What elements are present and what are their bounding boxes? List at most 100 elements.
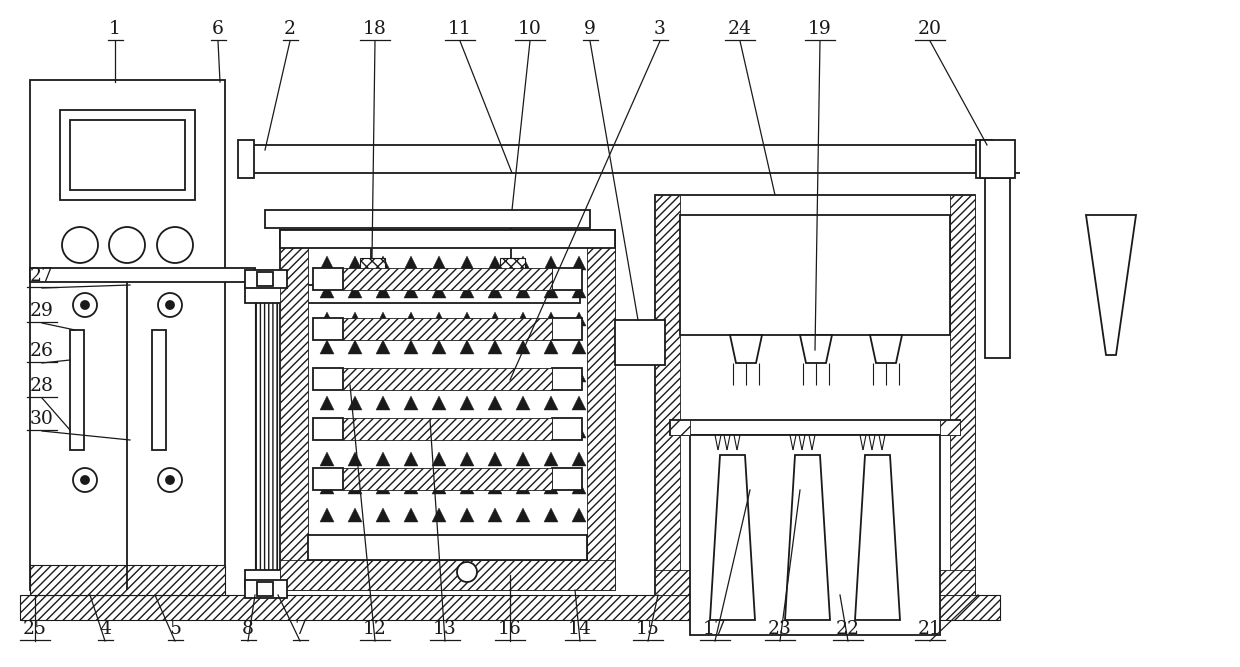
Bar — [246, 580, 286, 598]
Polygon shape — [348, 368, 362, 382]
Bar — [343, 468, 552, 490]
Bar — [976, 140, 992, 178]
Bar — [280, 230, 615, 248]
Bar — [257, 272, 273, 286]
Bar — [940, 420, 960, 435]
Polygon shape — [348, 340, 362, 354]
Polygon shape — [572, 536, 587, 550]
Polygon shape — [856, 455, 900, 620]
Polygon shape — [460, 368, 474, 382]
Text: 16: 16 — [498, 620, 522, 638]
Polygon shape — [489, 452, 502, 466]
Bar — [670, 420, 960, 435]
Polygon shape — [404, 312, 418, 326]
Polygon shape — [376, 424, 391, 438]
Circle shape — [109, 227, 145, 263]
Bar — [343, 318, 552, 340]
Bar — [950, 195, 975, 595]
Polygon shape — [432, 536, 446, 550]
Bar — [280, 560, 615, 590]
Polygon shape — [376, 340, 391, 354]
Bar — [343, 418, 552, 440]
Circle shape — [166, 476, 174, 484]
Bar — [312, 418, 343, 440]
Text: 26: 26 — [30, 342, 53, 360]
Polygon shape — [572, 368, 587, 382]
Circle shape — [157, 468, 182, 492]
Polygon shape — [348, 256, 362, 270]
Polygon shape — [460, 424, 474, 438]
Polygon shape — [460, 340, 474, 354]
Polygon shape — [404, 256, 418, 270]
Bar — [265, 210, 590, 228]
Polygon shape — [432, 312, 446, 326]
Polygon shape — [516, 452, 529, 466]
Polygon shape — [460, 536, 474, 550]
Text: 28: 28 — [30, 377, 55, 395]
Bar — [500, 258, 525, 286]
Bar — [280, 230, 615, 590]
Polygon shape — [489, 508, 502, 522]
Polygon shape — [320, 340, 334, 354]
Text: 1: 1 — [109, 20, 122, 38]
Polygon shape — [572, 284, 587, 298]
Bar — [20, 595, 999, 620]
Polygon shape — [730, 335, 763, 363]
Text: 21: 21 — [918, 620, 942, 638]
Polygon shape — [516, 368, 529, 382]
Polygon shape — [320, 452, 334, 466]
Bar — [655, 195, 975, 595]
Bar — [30, 268, 255, 282]
Text: 30: 30 — [30, 410, 53, 428]
Polygon shape — [544, 312, 558, 326]
Polygon shape — [404, 480, 418, 494]
Bar — [246, 285, 580, 303]
Bar — [343, 368, 552, 390]
Polygon shape — [572, 480, 587, 494]
Polygon shape — [376, 452, 391, 466]
Polygon shape — [711, 455, 755, 620]
Text: 13: 13 — [433, 620, 456, 638]
Text: 15: 15 — [636, 620, 660, 638]
Polygon shape — [544, 452, 558, 466]
Polygon shape — [572, 452, 587, 466]
Polygon shape — [348, 480, 362, 494]
Polygon shape — [404, 368, 418, 382]
Polygon shape — [800, 335, 832, 363]
Bar — [312, 268, 343, 290]
Polygon shape — [544, 424, 558, 438]
Polygon shape — [320, 508, 334, 522]
Text: 29: 29 — [30, 302, 53, 320]
Bar — [689, 435, 940, 635]
Text: 5: 5 — [169, 620, 181, 638]
Text: 20: 20 — [918, 20, 942, 38]
Bar — [670, 420, 689, 435]
Bar — [280, 230, 308, 590]
Bar — [312, 318, 343, 340]
Polygon shape — [432, 508, 446, 522]
Polygon shape — [460, 508, 474, 522]
Polygon shape — [320, 368, 334, 382]
Polygon shape — [404, 536, 418, 550]
Text: 17: 17 — [703, 620, 727, 638]
Bar — [312, 368, 343, 390]
Text: 6: 6 — [212, 20, 224, 38]
Text: 7: 7 — [294, 620, 306, 638]
Circle shape — [73, 468, 97, 492]
Polygon shape — [544, 256, 558, 270]
Polygon shape — [348, 284, 362, 298]
Circle shape — [62, 227, 98, 263]
Text: 24: 24 — [728, 20, 751, 38]
Polygon shape — [404, 424, 418, 438]
Bar — [60, 110, 195, 200]
Polygon shape — [489, 536, 502, 550]
Bar — [980, 140, 1016, 178]
Polygon shape — [460, 312, 474, 326]
Polygon shape — [870, 335, 901, 363]
Bar — [246, 570, 580, 588]
Circle shape — [81, 476, 89, 484]
Polygon shape — [516, 340, 529, 354]
Polygon shape — [376, 256, 391, 270]
Polygon shape — [376, 536, 391, 550]
Polygon shape — [460, 480, 474, 494]
